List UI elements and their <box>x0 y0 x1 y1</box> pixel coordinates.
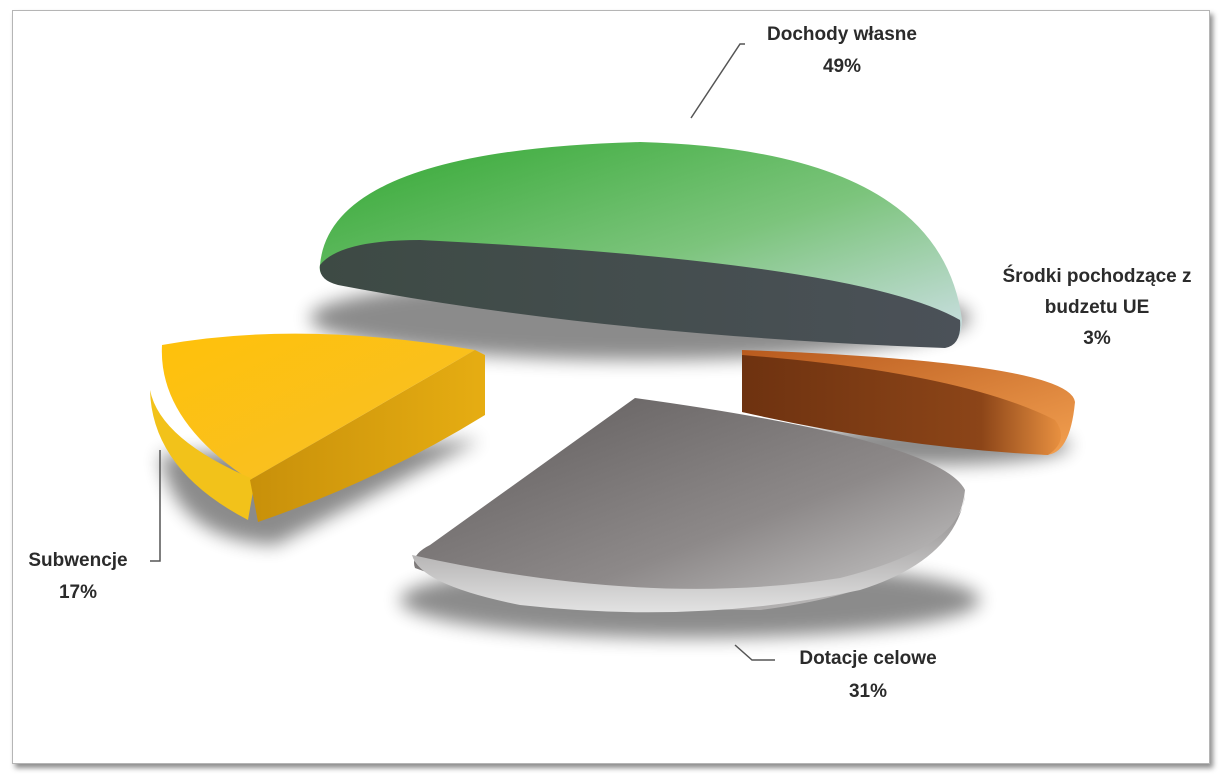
label-srodki-value: 3% <box>1083 328 1111 349</box>
slice-dotacje-celowe <box>412 398 965 613</box>
leader-line-dotacje <box>734 644 775 661</box>
label-dochody-name: Dochody własne <box>767 24 917 45</box>
leader-line-dochody <box>690 43 745 119</box>
label-srodki-name-line1: Środki pochodzące z <box>1003 265 1192 287</box>
label-srodki-name-line2: budzetu UE <box>1045 297 1150 318</box>
slice-srodki-ue <box>742 350 1075 455</box>
label-subwencje-value: 17% <box>59 582 97 603</box>
slice-dochody-wlasne <box>319 142 962 348</box>
label-subwencje-name: Subwencje <box>28 550 127 571</box>
label-dotacje-value: 31% <box>849 681 887 702</box>
label-dochody-value: 49% <box>823 56 861 77</box>
leader-lines <box>150 43 775 661</box>
leader-line-subwencje <box>150 450 161 562</box>
slice-labels: Dochody własne 49% Środki pochodzące z b… <box>28 24 1191 702</box>
slice-subwencje <box>150 333 485 522</box>
label-dotacje-name: Dotacje celowe <box>799 648 936 669</box>
